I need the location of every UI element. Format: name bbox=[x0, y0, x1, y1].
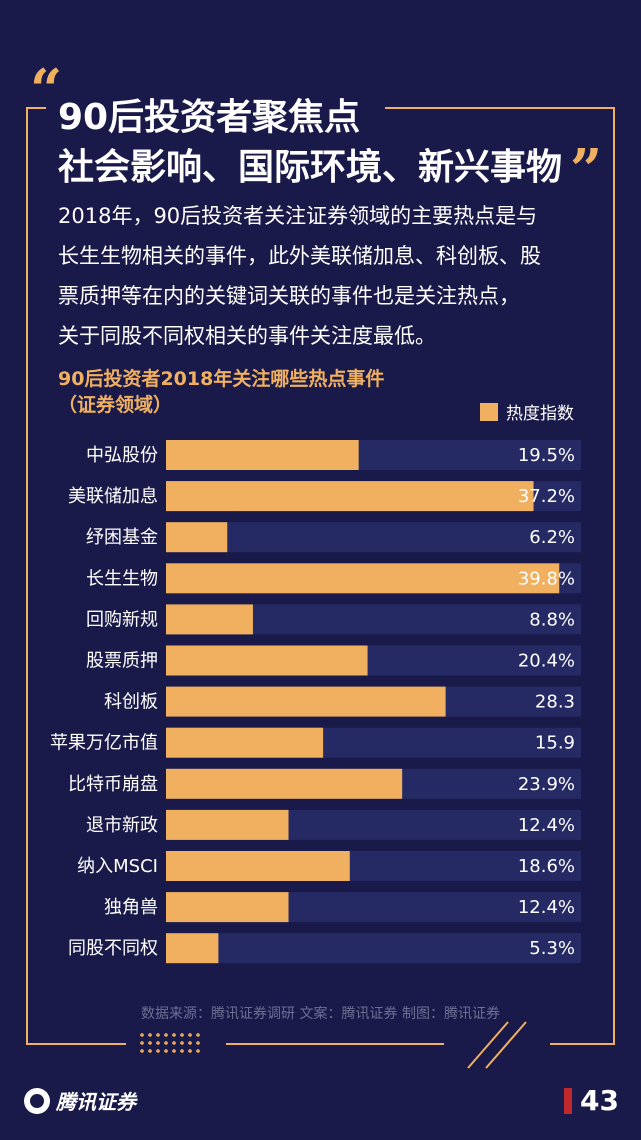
bar bbox=[166, 563, 560, 594]
bar bbox=[166, 892, 289, 923]
open-quote-mark: “ bbox=[30, 57, 63, 123]
bar bbox=[166, 522, 228, 553]
value-label: 23.9% bbox=[518, 774, 575, 795]
category-label: 同股不同权 bbox=[68, 938, 158, 959]
bar bbox=[166, 933, 219, 964]
slash-decoration bbox=[467, 1021, 527, 1069]
frame-left-line bbox=[26, 107, 28, 1044]
category-label: 科创板 bbox=[104, 692, 158, 713]
page-marker bbox=[564, 1088, 572, 1114]
brand-logo-icon bbox=[24, 1087, 50, 1114]
description-line: 票质押等在内的关键词关联的事件也是关注热点， bbox=[58, 284, 520, 308]
dot-grid-decoration bbox=[138, 1031, 204, 1057]
category-label: 股票质押 bbox=[86, 651, 158, 672]
bar bbox=[166, 809, 289, 840]
close-quote-mark: ” bbox=[570, 137, 603, 203]
frame-bottom-line-left bbox=[26, 1043, 126, 1045]
category-label: 纳入MSCI bbox=[77, 856, 158, 877]
brand-name: 腾讯证券 bbox=[56, 1090, 136, 1114]
value-label: 8.8% bbox=[529, 609, 575, 630]
brand-logo: 腾讯证券 bbox=[24, 1086, 136, 1115]
value-label: 6.2% bbox=[529, 527, 575, 548]
bar bbox=[166, 481, 534, 512]
value-label: 37.2% bbox=[518, 486, 575, 507]
page-title: 90后投资者聚焦点 bbox=[58, 97, 361, 138]
page-number: 43 bbox=[580, 1084, 619, 1117]
description: 2018年，90后投资者关注证券领域的主要热点是与 长生生物相关的事件，此外美联… bbox=[58, 196, 598, 356]
category-label: 美联储加息 bbox=[68, 486, 158, 507]
value-label: 18.6% bbox=[518, 856, 575, 877]
category-label: 中弘股份 bbox=[86, 445, 158, 466]
category-label: 纾困基金 bbox=[86, 527, 158, 548]
chart-title-block: 90后投资者2018年关注哪些热点事件 （证券领域） bbox=[58, 366, 384, 418]
bar bbox=[166, 440, 359, 470]
page-subtitle: 社会影响、国际环境、新兴事物 bbox=[58, 147, 563, 188]
category-label: 苹果万亿市值 bbox=[50, 733, 158, 754]
frame-left-stub bbox=[26, 107, 46, 109]
description-line: 关于同股不同权相关的事件关注度最低。 bbox=[58, 324, 436, 348]
bar bbox=[166, 851, 350, 881]
bar-track bbox=[166, 933, 581, 964]
category-label: 独角兽 bbox=[104, 897, 158, 918]
bar bbox=[166, 686, 446, 717]
value-label: 12.4% bbox=[518, 897, 575, 918]
frame-bottom-line-right bbox=[550, 1043, 615, 1045]
description-line: 2018年，90后投资者关注证券领域的主要热点是与 bbox=[58, 204, 538, 228]
chart-subtitle: （证券领域） bbox=[58, 394, 173, 416]
category-label: 比特币崩盘 bbox=[68, 774, 158, 795]
frame-bottom-line-mid bbox=[226, 1043, 444, 1045]
frame-right-line bbox=[613, 107, 615, 1044]
source-credit: 数据来源：腾讯证券调研 文案：腾讯证券 制图：腾讯证券 bbox=[141, 1006, 500, 1022]
chart-legend: 热度指数 bbox=[480, 399, 574, 424]
value-label: 20.4% bbox=[518, 651, 575, 672]
bar bbox=[166, 727, 324, 758]
category-label: 长生生物 bbox=[86, 568, 158, 589]
value-label: 15.9 bbox=[535, 733, 575, 754]
legend-label: 热度指数 bbox=[506, 404, 574, 424]
category-label: 回购新规 bbox=[86, 609, 158, 630]
value-label: 5.3% bbox=[529, 938, 575, 959]
value-label: 28.3 bbox=[535, 692, 575, 713]
value-label: 19.5% bbox=[518, 445, 575, 466]
description-line: 长生生物相关的事件，此外美联储加息、科创板、股 bbox=[58, 244, 541, 268]
bar bbox=[166, 645, 368, 676]
category-label: 退市新政 bbox=[86, 815, 158, 836]
chart-title: 90后投资者2018年关注哪些热点事件 bbox=[58, 368, 385, 390]
bar bbox=[166, 604, 253, 635]
frame-top-line bbox=[385, 107, 615, 109]
value-label: 12.4% bbox=[518, 815, 575, 836]
bar-track bbox=[166, 522, 581, 553]
value-label: 39.8% bbox=[518, 568, 575, 589]
bar bbox=[166, 768, 403, 799]
legend-swatch bbox=[480, 402, 498, 421]
